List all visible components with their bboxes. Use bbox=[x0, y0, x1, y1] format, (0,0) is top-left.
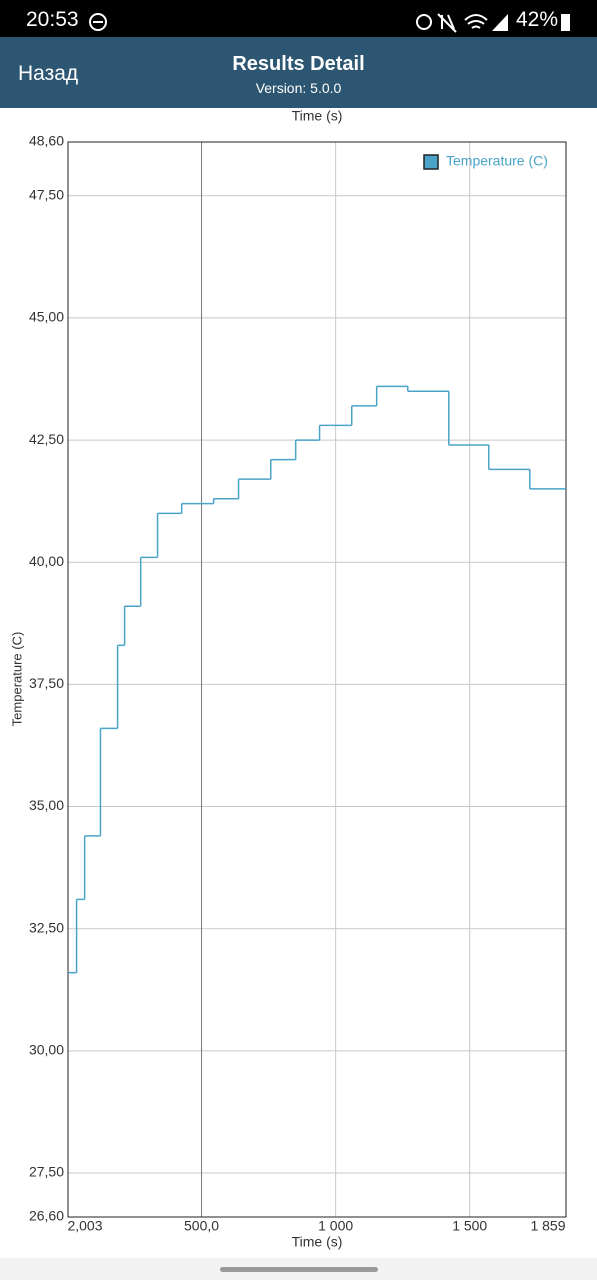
y-axis-title: Temperature (C) bbox=[9, 632, 24, 727]
x-tick-label: 1 500 bbox=[452, 1218, 487, 1234]
signal-icon bbox=[492, 14, 508, 31]
battery-level: 42% bbox=[516, 8, 559, 31]
y-tick-label: 48,60 bbox=[29, 133, 64, 149]
x-axis-title: Time (s) bbox=[292, 1234, 343, 1250]
y-tick-label: 42,50 bbox=[29, 431, 64, 447]
x-axis-title-top: Time (s) bbox=[292, 108, 343, 124]
clock: 20:53 bbox=[26, 8, 79, 31]
legend-label: Temperature (C) bbox=[446, 153, 548, 169]
battery-icon bbox=[561, 14, 570, 31]
legend-swatch bbox=[423, 154, 439, 170]
x-tick-label: 1 859 bbox=[530, 1218, 565, 1234]
back-button[interactable]: Назад bbox=[18, 62, 79, 85]
status-icons bbox=[89, 13, 570, 33]
alarm-icon bbox=[416, 14, 432, 30]
y-tick-label: 47,50 bbox=[29, 186, 64, 202]
dnd-icon bbox=[89, 13, 107, 31]
y-tick-label: 40,00 bbox=[29, 553, 64, 569]
wifi-icon bbox=[464, 14, 488, 29]
y-tick-label: 26,60 bbox=[29, 1208, 64, 1224]
home-pill[interactable] bbox=[220, 1267, 378, 1272]
version: Version: 5.0.0 bbox=[255, 80, 342, 96]
y-tick-label: 27,50 bbox=[29, 1164, 64, 1180]
screen-title: Results Detail bbox=[232, 53, 365, 75]
y-tick-label: 30,00 bbox=[29, 1042, 64, 1058]
status-bar: 20:53 42% bbox=[0, 0, 597, 37]
app-bar: Назад Results Detail Version: 5.0.0 bbox=[0, 37, 597, 108]
mute-icon bbox=[437, 13, 457, 33]
plot-border bbox=[67, 141, 567, 1218]
x-tick-label: 500,0 bbox=[184, 1218, 219, 1234]
y-tick-label: 37,50 bbox=[29, 675, 64, 691]
y-tick-label: 45,00 bbox=[29, 309, 64, 325]
x-tick-label: 1 000 bbox=[318, 1218, 353, 1234]
nav-bar bbox=[0, 1258, 597, 1280]
chart: Time (s) Time (s) Temperature (C) 26,602… bbox=[9, 108, 567, 1250]
x-tick-label: 2,003 bbox=[67, 1218, 102, 1234]
y-tick-label: 32,50 bbox=[29, 919, 64, 935]
y-tick-label: 35,00 bbox=[29, 797, 64, 813]
